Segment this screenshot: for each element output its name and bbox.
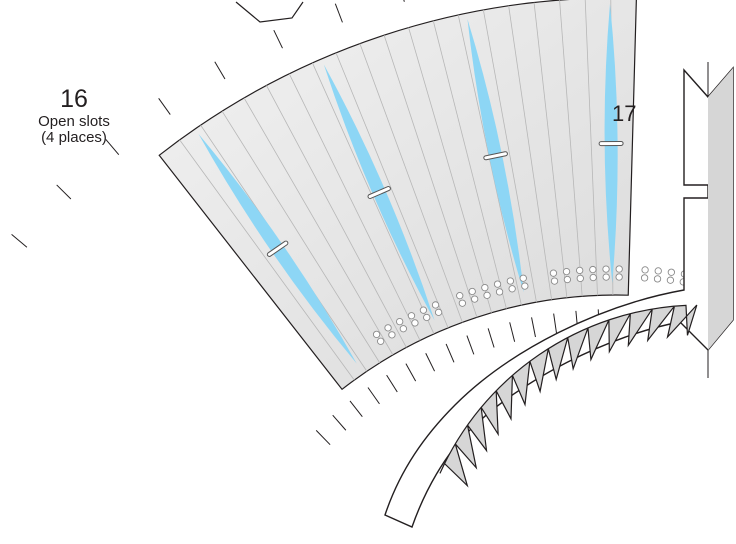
mounting-hole — [509, 286, 515, 292]
mounting-hole — [435, 309, 441, 315]
callout-16-number: 16 — [20, 86, 128, 114]
mounting-hole — [377, 338, 383, 344]
outer-tick — [215, 62, 225, 79]
mounting-hole — [469, 288, 475, 294]
mounting-hole — [603, 274, 609, 280]
mounting-hole — [563, 268, 569, 274]
inner-tick — [316, 430, 330, 444]
mounting-hole — [520, 275, 526, 281]
mounting-hole — [494, 281, 500, 287]
mounting-hole — [400, 326, 406, 332]
outer-tick — [12, 234, 27, 247]
inner-tick — [446, 344, 454, 362]
mounting-hole — [420, 307, 426, 313]
mounting-hole — [496, 289, 502, 295]
mounting-hole — [616, 266, 622, 272]
mounting-hole — [432, 302, 438, 308]
mounting-hole — [507, 278, 513, 284]
inner-tick — [532, 317, 536, 337]
mounting-hole — [522, 283, 528, 289]
inner-tick — [554, 314, 557, 334]
mounting-hole — [590, 266, 596, 272]
inner-tick — [467, 336, 474, 355]
mounting-hole — [667, 277, 673, 283]
mounting-hole — [471, 296, 477, 302]
callout-16-line2: (4 places) — [20, 130, 128, 147]
mounting-hole — [616, 274, 622, 280]
mounting-hole — [396, 318, 402, 324]
mounting-hole — [668, 269, 674, 275]
mounting-hole — [590, 274, 596, 280]
outer-tick — [335, 4, 342, 23]
mounting-hole — [423, 314, 429, 320]
top-fragment — [236, 2, 303, 22]
inner-tick — [350, 401, 362, 417]
mounting-hole — [412, 320, 418, 326]
inner-tick — [406, 364, 416, 381]
mounting-hole — [459, 300, 465, 306]
inner-tick — [510, 322, 515, 341]
outer-tick — [159, 98, 171, 114]
inner-tick — [368, 388, 380, 404]
inner-tick — [333, 415, 346, 430]
mounting-hole — [576, 267, 582, 273]
mounting-hole — [655, 268, 661, 274]
mounting-hole — [408, 313, 414, 319]
mounting-hole — [373, 331, 379, 337]
mounting-hole — [551, 278, 557, 284]
mounting-hole — [482, 284, 488, 290]
mounting-hole — [603, 266, 609, 272]
mounting-hole — [484, 292, 490, 298]
mounting-hole — [457, 292, 463, 298]
inner-tick — [387, 375, 398, 392]
callout-17: 17 — [612, 102, 636, 126]
callout-17-number: 17 — [612, 101, 636, 126]
callout-16-line1: Open slots — [20, 114, 128, 131]
mounting-hole — [577, 275, 583, 281]
outer-tick — [399, 0, 405, 2]
mounting-hole — [385, 325, 391, 331]
mounting-hole — [564, 276, 570, 282]
mounting-hole — [641, 275, 647, 281]
mounting-hole — [550, 270, 556, 276]
inner-tick — [488, 328, 494, 347]
outer-tick — [274, 30, 283, 48]
outer-tick — [57, 185, 71, 199]
inner-tick — [426, 353, 435, 371]
mounting-hole — [654, 276, 660, 282]
bracket-shading — [708, 68, 733, 350]
callout-16: 16 Open slots (4 places) — [20, 86, 128, 147]
mounting-hole — [389, 332, 395, 338]
mounting-hole — [642, 267, 648, 273]
